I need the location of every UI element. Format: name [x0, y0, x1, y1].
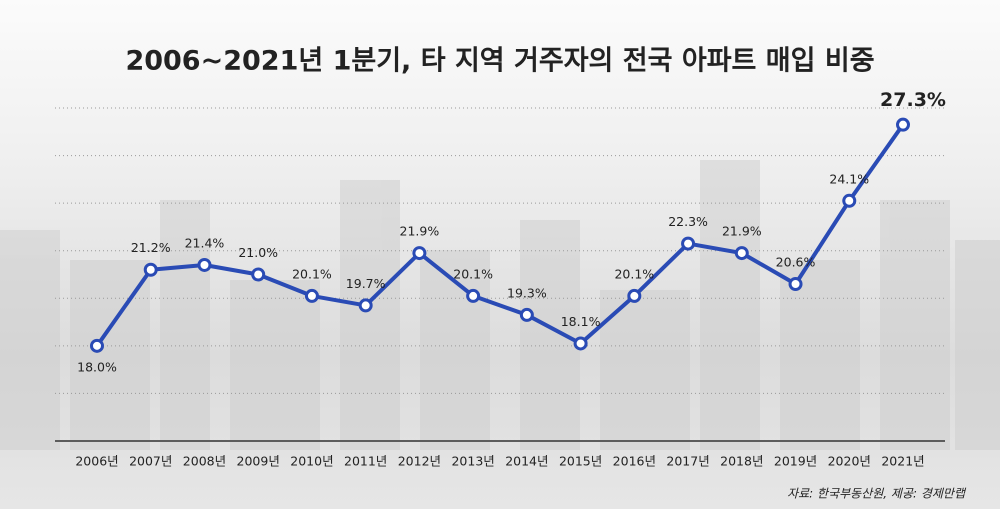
- data-point: [90, 338, 104, 353]
- x-tick-label: 2017년: [666, 454, 709, 469]
- x-tick-label: 2012년: [398, 454, 441, 469]
- x-tick-label: 2006년: [75, 454, 118, 469]
- value-label: 21.9%: [400, 224, 440, 239]
- x-tick-label: 2011년: [344, 454, 387, 469]
- x-tick-label: 2020년: [828, 454, 871, 469]
- x-tick-label: 2014년: [505, 454, 548, 469]
- x-tick-label: 2009년: [237, 454, 280, 469]
- data-point: [788, 277, 803, 292]
- data-point: [842, 193, 857, 208]
- value-label: 21.0%: [238, 245, 278, 260]
- x-tick-label: 2013년: [451, 454, 494, 469]
- x-tick-label: 2015년: [559, 454, 602, 469]
- data-point: [734, 246, 749, 261]
- x-tick-label: 2019년: [774, 454, 817, 469]
- x-tick-label: 2021년: [881, 454, 924, 469]
- highlight-value-label: 27.3%: [880, 89, 946, 111]
- x-tick-label: 2007년: [129, 454, 172, 469]
- data-point: [573, 336, 588, 351]
- value-label: 20.6%: [776, 255, 816, 270]
- value-label: 24.1%: [829, 171, 869, 186]
- city-silhouette: [0, 160, 1000, 450]
- data-point: [412, 246, 427, 261]
- data-point: [143, 262, 158, 277]
- data-point: [197, 257, 212, 272]
- value-label: 19.3%: [507, 285, 547, 300]
- data-point: [681, 236, 696, 251]
- value-label: 19.7%: [346, 276, 386, 291]
- value-label: 20.1%: [614, 266, 654, 281]
- data-point: [896, 117, 910, 132]
- data-point: [304, 288, 319, 303]
- data-point: [466, 288, 481, 303]
- data-line: [95, 123, 905, 348]
- x-tick-label: 2008년: [183, 454, 226, 469]
- value-label: 21.4%: [185, 235, 225, 250]
- value-label: 18.1%: [561, 314, 601, 329]
- value-label: 18.0%: [77, 359, 117, 374]
- value-label: 22.3%: [668, 214, 708, 229]
- value-label: 21.9%: [722, 224, 762, 239]
- data-point: [627, 288, 642, 303]
- value-label: 20.1%: [453, 266, 493, 281]
- source-note: 자료: 한국부동산원, 제공: 경제만랩: [787, 487, 967, 501]
- x-tick-label: 2010년: [290, 454, 333, 469]
- x-tick-label: 2018년: [720, 454, 763, 469]
- data-point: [519, 307, 534, 322]
- x-tick-label: 2016년: [613, 454, 656, 469]
- data-point: [251, 267, 266, 282]
- data-point: [358, 298, 373, 313]
- value-label: 20.1%: [292, 266, 332, 281]
- chart-title: 2006~2021년 1분기, 타 지역 거주자의 전국 아파트 매입 비중: [125, 46, 874, 77]
- value-label: 21.2%: [131, 240, 171, 255]
